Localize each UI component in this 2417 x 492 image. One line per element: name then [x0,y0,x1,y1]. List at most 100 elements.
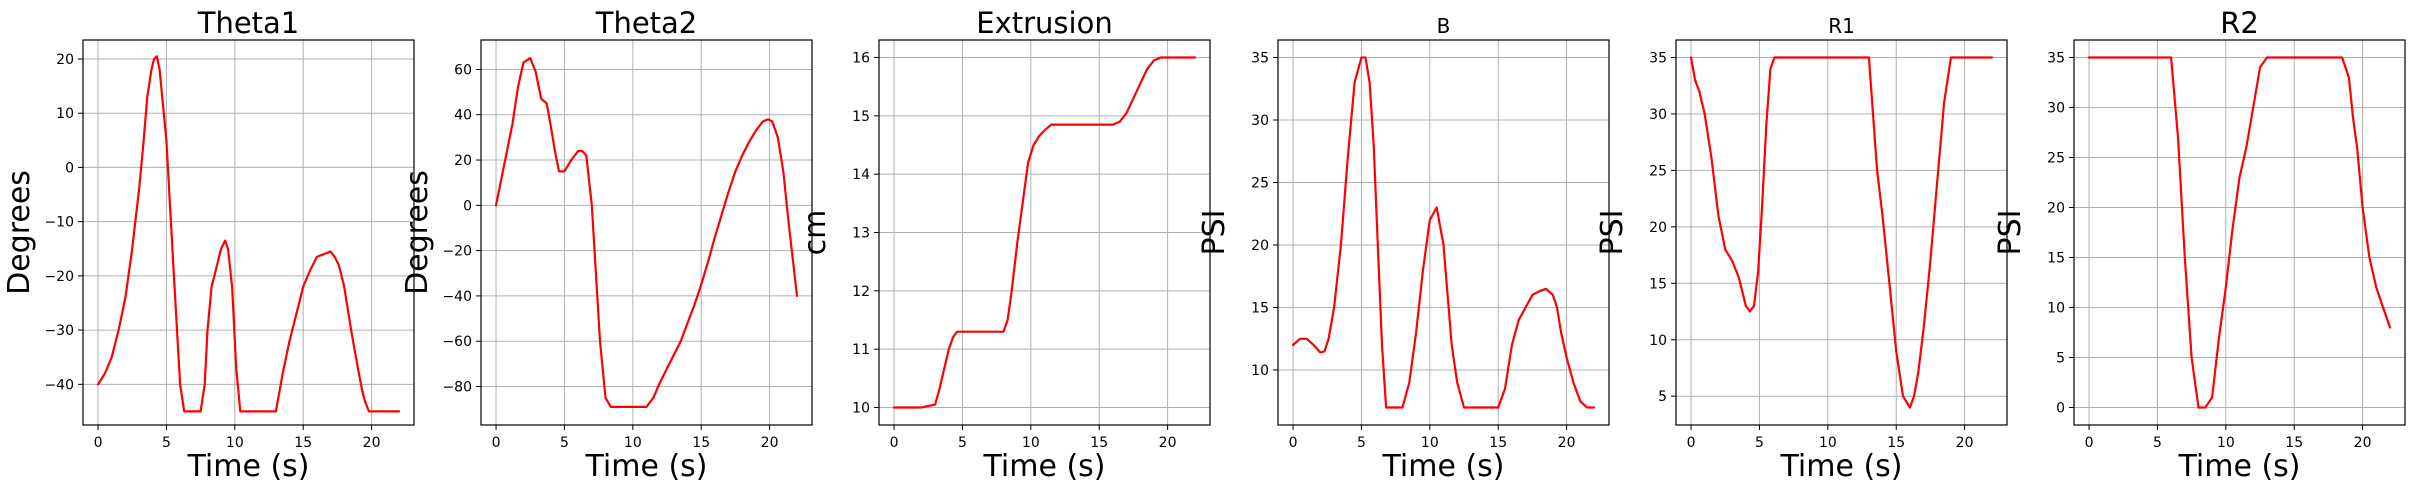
y-tick-label: 10 [2047,301,2065,317]
y-tick-label: 60 [454,62,472,78]
y-tick-label: 25 [2047,151,2065,167]
subplot-theta1: 0 5 10 15 20 −40 −30 −20 −10 0 10 20 Theta1 Time (s) D… [2,6,415,484]
y-tick-label: 35 [2047,51,2065,67]
y-axis-label: PSI [1993,210,2028,256]
y-tick-label: −30 [44,323,74,339]
x-tick-label: 0 [492,435,501,451]
y-tick-label: 20 [1251,238,1269,254]
x-tick-label: 15 [1489,435,1507,451]
y-tick-label: 20 [2047,201,2065,217]
axes-frame [2073,39,2406,426]
x-tick-label: 15 [1090,435,1108,451]
subplot-title: B [1437,14,1451,38]
x-tick-label: 0 [1289,435,1298,451]
subplot-title: R2 [2220,6,2259,40]
x-axis-label: Time (s) [2178,449,2301,484]
y-tick-label: 35 [1649,51,1667,67]
y-tick-label: 16 [852,51,870,67]
x-tick-label: 20 [1956,435,1974,451]
y-tick-label: 12 [852,284,870,300]
y-tick-label: 0 [2056,401,2065,417]
y-tick-label: 40 [454,108,472,124]
x-tick-label: 10 [1022,435,1040,451]
axes-frame [1277,39,1610,426]
x-tick-label: 5 [162,435,171,451]
x-tick-label: 15 [294,435,312,451]
data-line [494,56,799,408]
x-tick-label: 10 [1421,435,1439,451]
y-tick-label: 35 [1251,51,1269,67]
y-tick-label: 11 [852,342,870,358]
x-axis-label: Time (s) [983,449,1106,484]
axes-frame [82,39,415,426]
y-tick-label: 14 [852,167,870,183]
y-tick-label: −80 [442,380,472,396]
y-tick-label: 10 [1649,333,1667,349]
subplot-extrusion: 0 5 10 15 20 10 11 12 13 14 15 16 Extrusion Time (s) c… [798,6,1211,484]
y-tick-label: −40 [44,377,74,393]
y-tick-label: 15 [852,109,870,125]
x-tick-label: 5 [1357,435,1366,451]
x-tick-label: 20 [1558,435,1576,451]
x-tick-label: 10 [2217,435,2235,451]
x-tick-label: 20 [2354,435,2372,451]
x-tick-label: 5 [560,435,569,451]
y-tick-label: 30 [2047,101,2065,117]
x-tick-label: 5 [2153,435,2162,451]
axes-frame [1675,39,2008,426]
y-axis-label: Degrees [400,170,435,295]
x-tick-label: 5 [1755,435,1764,451]
y-tick-label: 0 [463,198,472,214]
x-tick-label: 10 [226,435,244,451]
y-tick-label: 10 [1251,363,1269,379]
y-axis-label: PSI [1595,210,1630,256]
subplot-title: Theta2 [595,6,698,40]
x-tick-label: 0 [2085,435,2094,451]
y-tick-label: −20 [44,269,74,285]
y-tick-label: 15 [1649,276,1667,292]
y-tick-label: −10 [44,215,74,231]
y-axis-label: Degrees [2,170,37,295]
x-tick-label: 5 [958,435,967,451]
data-line [1689,56,1994,409]
data-line [1291,56,1596,409]
y-tick-label: 0 [65,160,74,176]
x-axis-label: Time (s) [585,449,708,484]
subplot-r2: 0 5 10 15 20 0 5 10 15 20 25 30 35 R2 Time (s) PSI [1993,6,2406,484]
subplot-title: Theta1 [197,6,300,40]
axes-frame [480,39,813,426]
y-tick-label: 25 [1649,163,1667,179]
y-tick-label: −20 [442,244,472,260]
x-tick-label: 15 [692,435,710,451]
x-tick-label: 20 [363,435,381,451]
x-axis-label: Time (s) [1382,449,1505,484]
subplot-title: Extrusion [976,6,1112,40]
x-axis-label: Time (s) [1780,449,1903,484]
y-tick-label: 25 [1251,176,1269,192]
y-tick-label: −40 [442,289,472,305]
y-tick-label: 13 [852,226,870,242]
y-tick-label: 15 [2047,251,2065,267]
y-tick-label: 10 [56,106,74,122]
data-line [892,56,1197,409]
x-axis-label: Time (s) [187,449,310,484]
data-line [96,55,401,413]
subplot-r1: 0 5 10 15 20 5 10 15 20 25 30 35 R1 Time (s) PSI [1595,14,2008,484]
y-tick-label: 30 [1251,113,1269,129]
x-tick-label: 0 [94,435,103,451]
x-tick-label: 15 [1887,435,1905,451]
x-tick-label: 20 [1159,435,1177,451]
y-tick-label: 30 [1649,107,1667,123]
y-tick-label: 15 [1251,301,1269,317]
x-tick-label: 10 [624,435,642,451]
y-tick-label: 20 [56,52,74,68]
y-tick-label: 20 [1649,220,1667,236]
y-tick-label: 5 [2056,351,2065,367]
y-tick-label: 20 [454,153,472,169]
y-tick-label: −60 [442,334,472,350]
y-tick-label: 5 [1658,389,1667,405]
x-tick-label: 20 [761,435,779,451]
x-tick-label: 15 [2285,435,2303,451]
subplot-theta2: 0 5 10 15 20 −80 −60 −40 −20 0 20 40 60 Theta2 Time (s… [400,6,813,484]
